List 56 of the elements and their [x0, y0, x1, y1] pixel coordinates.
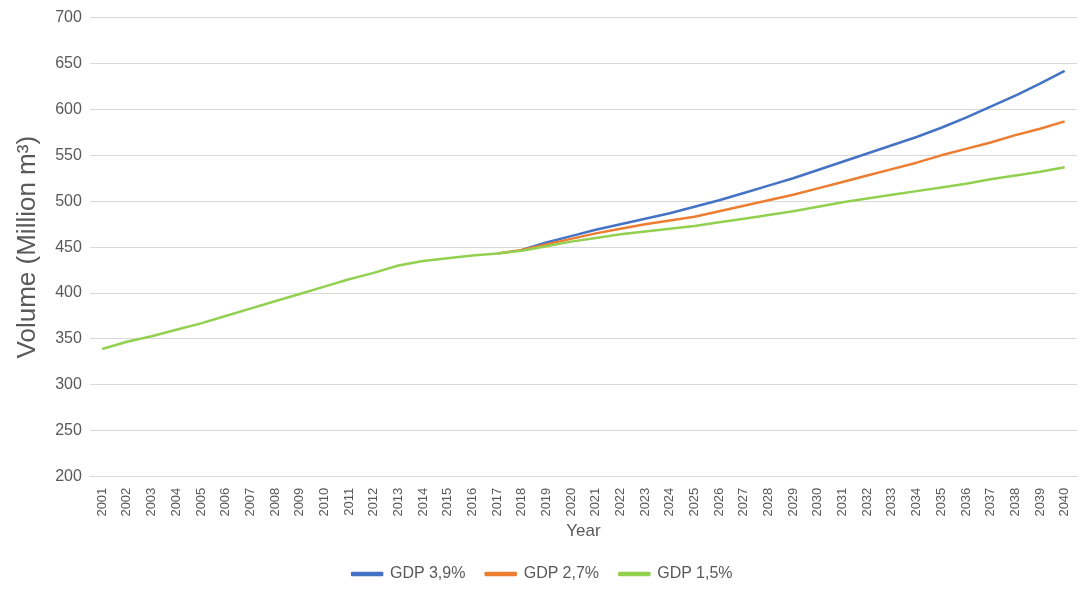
x-tick-label: 2040 — [1056, 487, 1072, 517]
x-tick-label: 2021 — [587, 487, 603, 517]
x-tick-label: 2023 — [636, 487, 652, 517]
y-axis-title: Volume (Million m³) — [10, 135, 41, 359]
x-tick-label: 2039 — [1031, 487, 1047, 517]
x-tick-label: 2002 — [118, 487, 134, 517]
x-tick-label: 2031 — [834, 487, 850, 517]
x-tick-label: 2011 — [340, 487, 356, 516]
x-tick-label: 2026 — [710, 487, 726, 517]
x-tick-label: 2028 — [760, 487, 776, 517]
x-axis-title: Year — [566, 521, 601, 541]
x-tick-label: 2032 — [858, 487, 874, 517]
x-tick-label: 2029 — [784, 487, 800, 517]
x-tick-label: 2004 — [167, 487, 183, 517]
legend-label: GDP 3,9% — [390, 564, 466, 582]
y-tick-label: 650 — [55, 53, 82, 71]
x-tick-label: 2027 — [735, 487, 751, 517]
x-tick-label: 2019 — [538, 487, 554, 517]
x-tick-label: 2037 — [982, 487, 998, 517]
x-tick-label: 2033 — [883, 487, 899, 517]
y-tick-label: 450 — [55, 237, 82, 255]
y-tick-label: 600 — [55, 99, 82, 117]
x-tick-label: 2025 — [686, 487, 702, 517]
x-tick-label: 2034 — [908, 487, 924, 517]
x-tick-label: 2017 — [488, 487, 504, 517]
x-tick-label: 2035 — [932, 487, 948, 517]
x-tick-label: 2038 — [1006, 487, 1022, 517]
x-tick-label: 2022 — [612, 487, 628, 517]
x-tick-label: 2008 — [266, 487, 282, 517]
x-tick-label: 2005 — [192, 487, 208, 517]
y-tick-label: 250 — [55, 421, 82, 439]
y-tick-label: 500 — [55, 191, 82, 209]
x-tick-label: 2036 — [957, 487, 973, 517]
x-tick-label: 2030 — [809, 487, 825, 517]
x-tick-label: 2003 — [143, 487, 159, 517]
y-tick-label: 200 — [55, 467, 82, 485]
x-tick-label: 2024 — [661, 487, 677, 517]
x-tick-label: 2016 — [463, 487, 479, 517]
x-tick-label: 2013 — [389, 487, 405, 517]
y-tick-label: 350 — [55, 329, 82, 347]
legend-label: GDP 2,7% — [523, 564, 599, 582]
x-tick-label: 2018 — [513, 487, 529, 517]
x-tick-label: 2006 — [217, 487, 233, 517]
x-tick-label: 2001 — [93, 487, 109, 517]
x-tick-label: 2020 — [562, 487, 578, 517]
y-tick-label: 700 — [55, 8, 82, 26]
x-tick-label: 2012 — [365, 487, 381, 517]
x-tick-label: 2007 — [241, 487, 257, 517]
y-tick-label: 400 — [55, 283, 82, 301]
x-tick-label: 2009 — [291, 487, 307, 517]
x-tick-label: 2014 — [414, 487, 430, 517]
y-tick-label: 550 — [55, 145, 82, 163]
y-tick-label: 300 — [55, 375, 82, 393]
x-tick-label: 2010 — [315, 487, 331, 517]
legend-label: GDP 1,5% — [657, 564, 733, 582]
x-tick-label: 2015 — [439, 487, 455, 517]
